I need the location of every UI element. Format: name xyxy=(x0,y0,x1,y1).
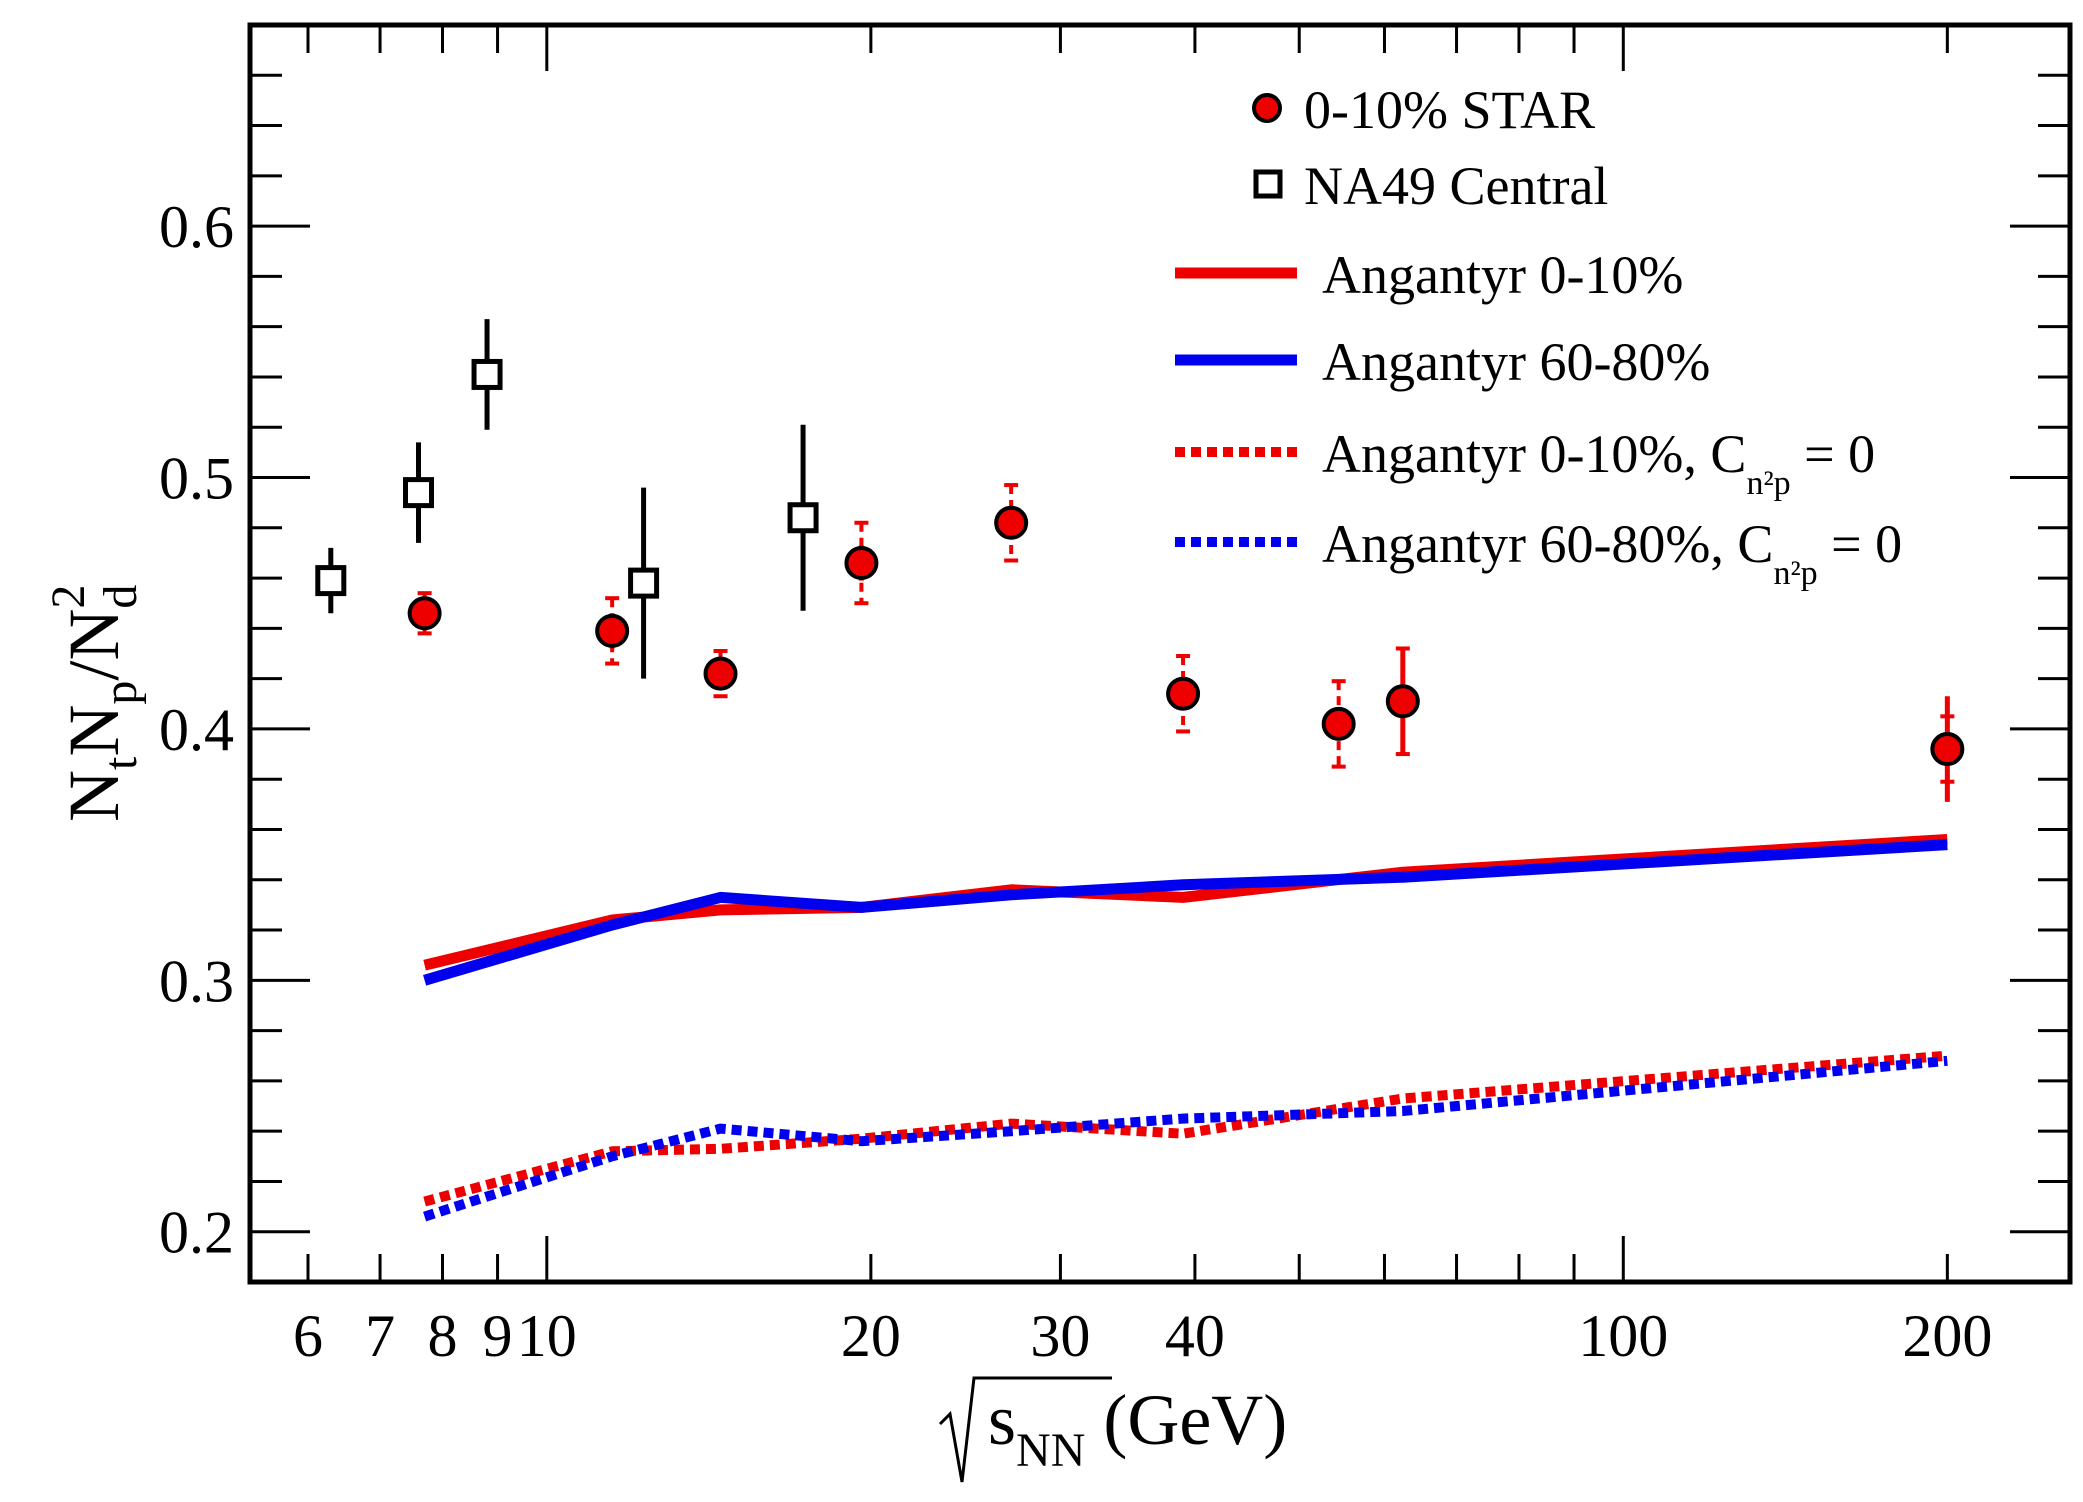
star-point xyxy=(1321,706,1356,741)
x-tick-labels: 6 7 8 9 10 20 30 40 100 200 xyxy=(293,1303,1992,1369)
legend-ang010-label: Angantyr 0-10% xyxy=(1322,245,1683,305)
plot-frame-layer xyxy=(247,22,2073,1285)
x-tick-label: 10 xyxy=(517,1303,577,1369)
star-point xyxy=(1930,732,1965,767)
na49-point xyxy=(471,358,503,390)
legend-na49-marker xyxy=(1253,169,1283,199)
x-tick-label: 20 xyxy=(841,1303,901,1369)
na49-point xyxy=(787,502,819,534)
legend-na49-label: NA49 Central xyxy=(1304,156,1608,216)
na49-point xyxy=(628,567,660,599)
x-tick-label: 8 xyxy=(427,1303,457,1369)
y-tick-label: 0.6 xyxy=(159,194,234,260)
na49-point xyxy=(315,565,347,597)
y-tick-label: 0.3 xyxy=(159,948,234,1014)
svg-text:sNN (GeV): sNN (GeV) xyxy=(988,1380,1287,1477)
svg-text:NtNp/N2d: NtNp/N2d xyxy=(42,585,147,822)
series-lines xyxy=(423,834,1948,1222)
star-point xyxy=(703,656,738,691)
y-tick-labels: 0.2 0.3 0.4 0.5 0.6 xyxy=(159,194,234,1266)
x-axis-title: sNN (GeV) xyxy=(938,1376,1287,1483)
series-line-ang6080c xyxy=(423,1055,1948,1222)
x-axis-title-sqrt-sign xyxy=(938,1376,1112,1483)
legend-ang6080c-label: Angantyr 60-80%, Cn²p = 0 xyxy=(1322,514,1902,592)
na49-point xyxy=(403,477,435,509)
y-tick-label: 0.4 xyxy=(159,697,234,763)
legend-ang010c-label: Angantyr 0-10%, Cn²p = 0 xyxy=(1322,424,1875,502)
star-point xyxy=(844,545,879,580)
plot-frame xyxy=(247,22,2073,1285)
x-tick-label: 40 xyxy=(1165,1303,1225,1369)
legend-star-label: 0-10% STAR xyxy=(1304,80,1595,140)
legend-ang6080-label: Angantyr 60-80% xyxy=(1322,332,1710,392)
x-tick-label: 6 xyxy=(293,1303,323,1369)
series-markers xyxy=(315,319,1965,802)
legend: 0-10% STAR NA49 Central Angantyr 0-10% A… xyxy=(1175,80,1902,592)
y-tick-label: 0.2 xyxy=(159,1200,234,1266)
x-tick-label: 200 xyxy=(1902,1303,1992,1369)
star-point xyxy=(1166,676,1201,711)
legend-star-marker xyxy=(1252,93,1282,123)
x-tick-label: 7 xyxy=(365,1303,395,1369)
axis-ticks xyxy=(250,23,2070,1284)
star-point xyxy=(1385,684,1420,719)
x-tick-label: 30 xyxy=(1030,1303,1090,1369)
x-tick-label: 9 xyxy=(483,1303,513,1369)
y-tick-label: 0.5 xyxy=(159,446,234,512)
series-line-ang6080 xyxy=(423,839,1948,986)
star-point xyxy=(994,505,1029,540)
star-point xyxy=(407,596,442,631)
x-tick-label: 100 xyxy=(1578,1303,1668,1369)
star-point xyxy=(595,613,630,648)
y-axis-title: NtNp/N2d xyxy=(42,585,147,822)
